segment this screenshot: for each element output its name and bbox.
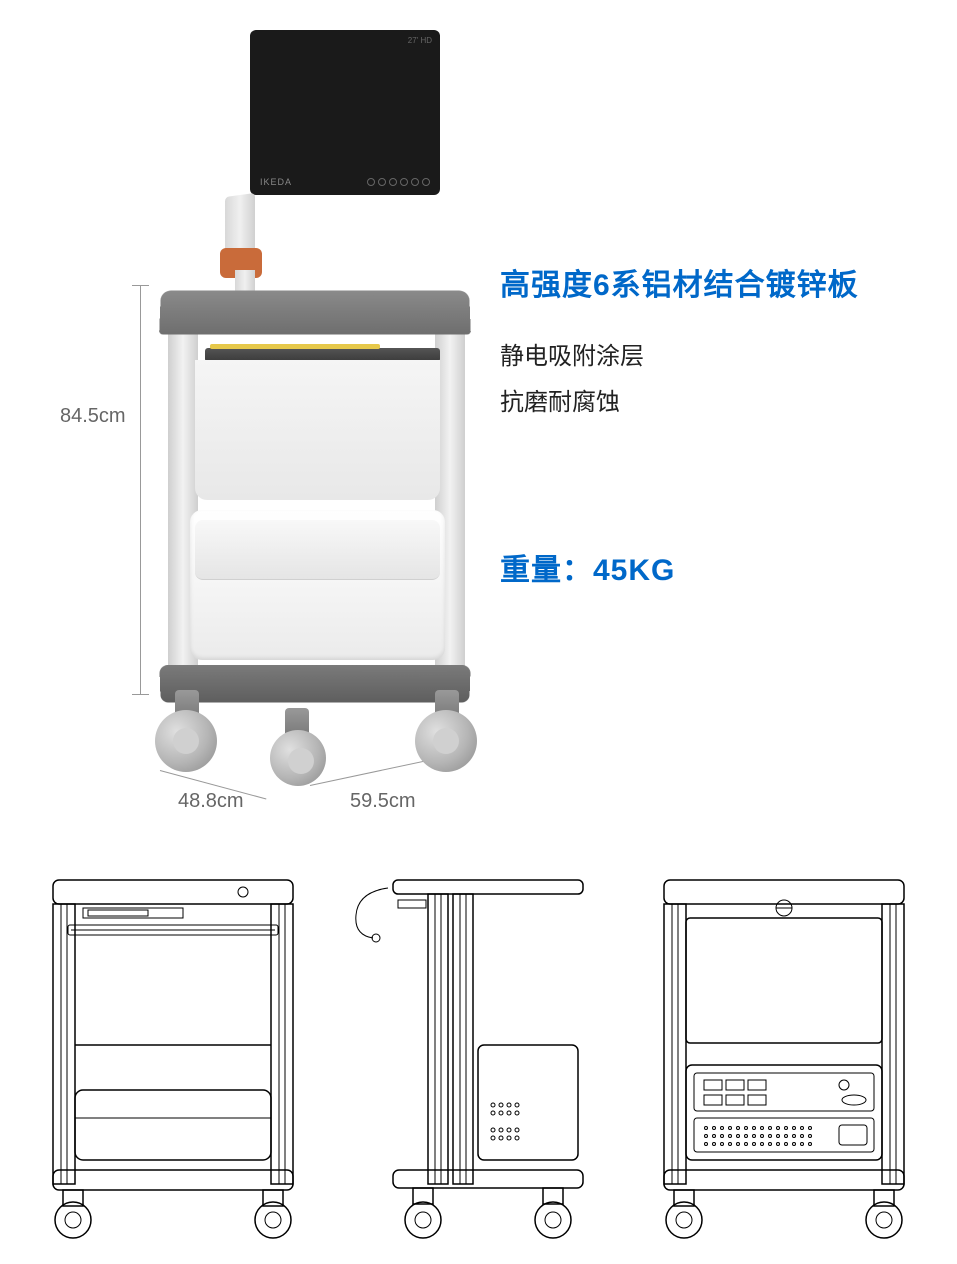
feature-line-1: 静电吸附涂层: [500, 334, 920, 380]
monitor-size-label: 27' HD: [408, 36, 432, 45]
weight-value: 45KG: [593, 554, 675, 587]
caster-wheel: [155, 710, 217, 772]
tray-yellow-edge: [210, 344, 380, 349]
dim-label-depth: 48.8cm: [178, 790, 244, 813]
caster-wheel: [415, 710, 477, 772]
monitor-bezel: IKEDA: [260, 175, 430, 189]
rear-view: [644, 870, 924, 1240]
weight-label: 重量：: [500, 554, 593, 587]
feature-line-2: 抗磨耐腐蚀: [500, 380, 920, 426]
monitor: 27' HD IKEDA: [250, 30, 440, 195]
caster-wheel: [270, 730, 326, 786]
front-view: [33, 870, 313, 1240]
side-view: [338, 870, 618, 1240]
top-section: 84.5cm 48.8cm 59.5cm 27' HD IKEDA: [0, 0, 957, 840]
drawer-front: [195, 520, 440, 580]
monitor-buttons: [367, 178, 430, 186]
dim-label-width: 59.5cm: [350, 790, 416, 813]
dim-label-height: 84.5cm: [60, 405, 126, 428]
technical-drawings: [0, 870, 957, 1260]
base-plate: [159, 665, 470, 702]
headline: 高强度6系铝材结合镀锌板: [500, 260, 920, 304]
monitor-brand: IKEDA: [260, 177, 292, 187]
dim-line-height: [140, 285, 141, 695]
worktop: [159, 291, 471, 335]
text-area: 高强度6系铝材结合镀锌板 静电吸附涂层 抗磨耐腐蚀 重量：45KG: [500, 260, 920, 589]
weight-line: 重量：45KG: [500, 545, 920, 589]
product-render: 84.5cm 48.8cm 59.5cm 27' HD IKEDA: [60, 30, 480, 810]
mid-panel: [195, 360, 440, 500]
